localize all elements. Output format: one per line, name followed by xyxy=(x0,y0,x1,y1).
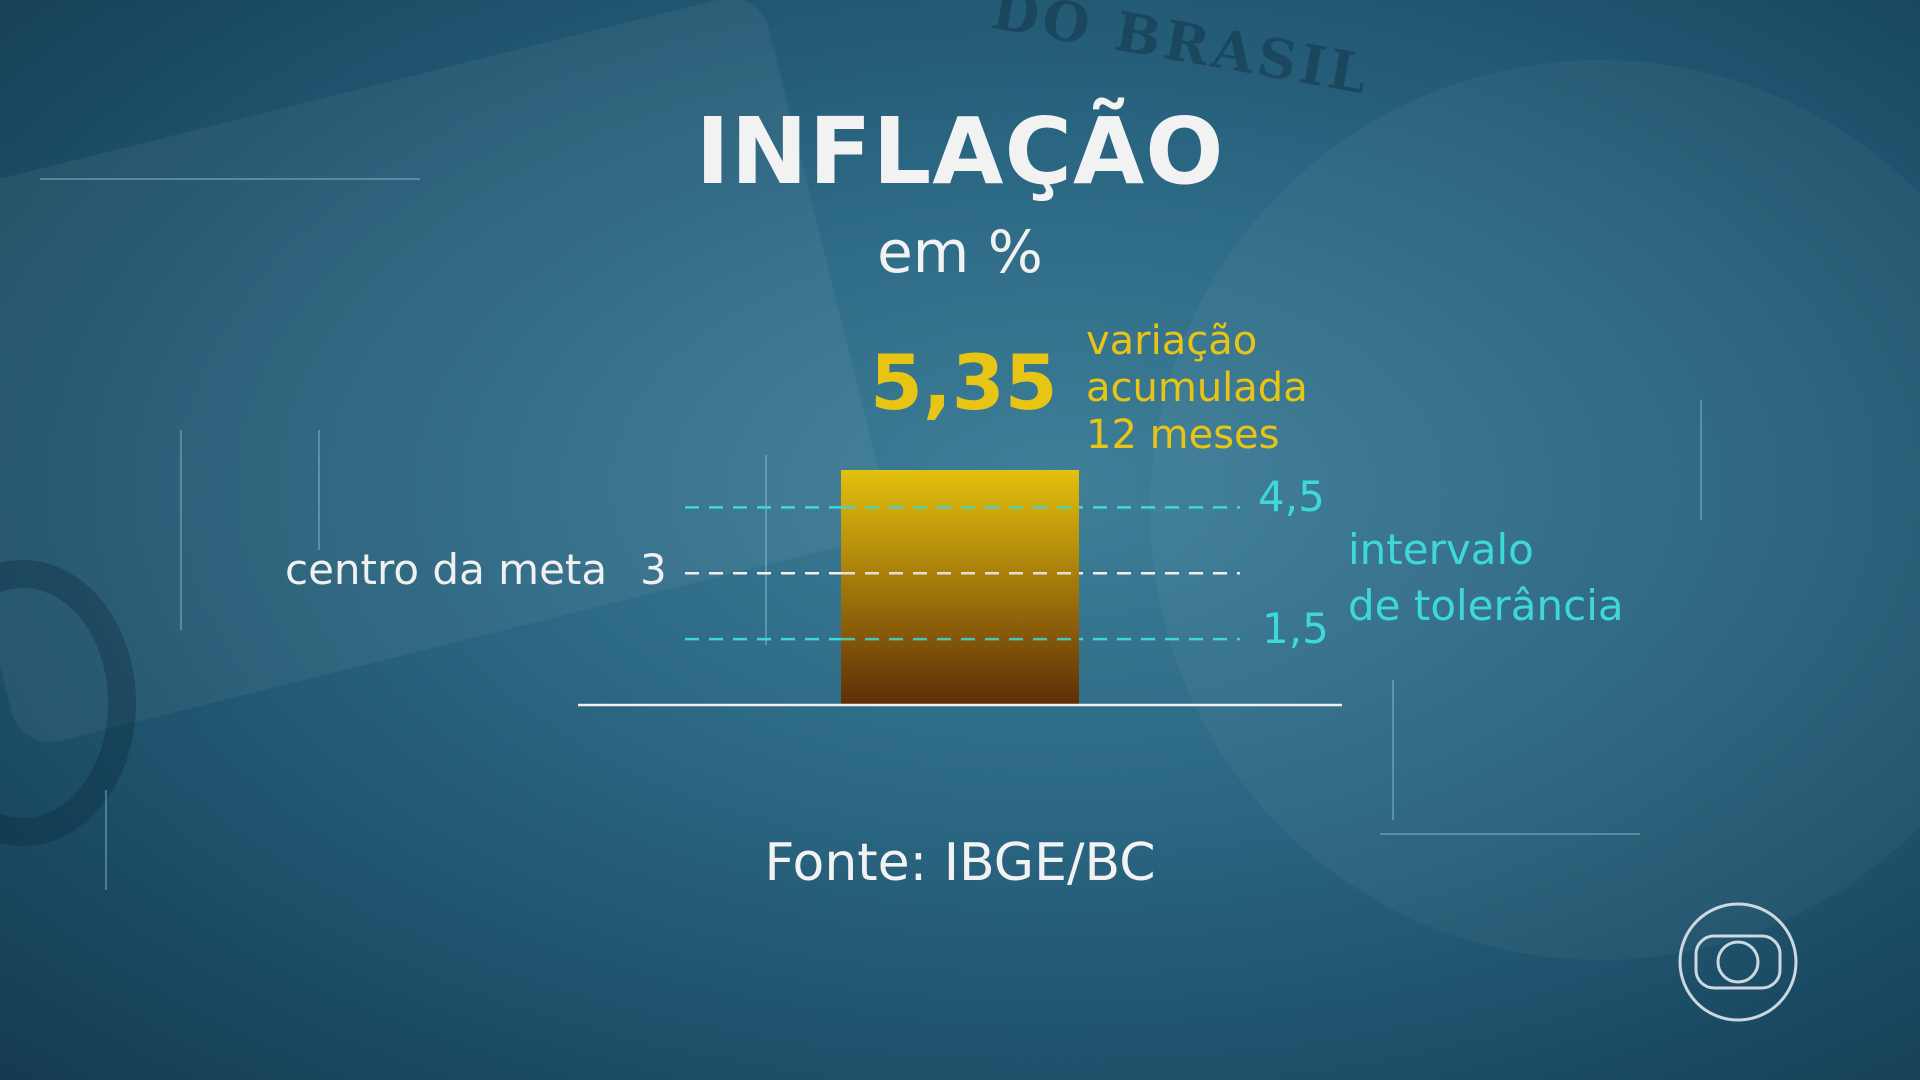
tolerance-interval-label: intervalo de tolerância xyxy=(1348,522,1624,634)
value-description-line: acumulada xyxy=(1086,365,1308,411)
value-description-line: variação xyxy=(1086,318,1258,364)
lower-limit-label: 1,5 xyxy=(1262,604,1329,653)
globo-icon xyxy=(1678,902,1798,1022)
chart-subtitle: em % xyxy=(877,218,1043,286)
upper-limit-label: 4,5 xyxy=(1258,472,1325,521)
source-label: Fonte: IBGE/BC xyxy=(764,833,1156,893)
value-description: variação acumulada 12 meses xyxy=(1086,318,1308,459)
target-center-value: 3 xyxy=(640,545,667,594)
chart-title: INFLAÇÃO xyxy=(695,98,1225,205)
target-center-label: centro da meta xyxy=(285,545,608,594)
tolerance-label-line: intervalo xyxy=(1348,525,1534,574)
bar-value-label: 5,35 xyxy=(870,338,1058,427)
tolerance-label-line: de tolerância xyxy=(1348,581,1624,630)
bar-0 xyxy=(841,470,1079,705)
value-description-line: 12 meses xyxy=(1086,412,1280,458)
